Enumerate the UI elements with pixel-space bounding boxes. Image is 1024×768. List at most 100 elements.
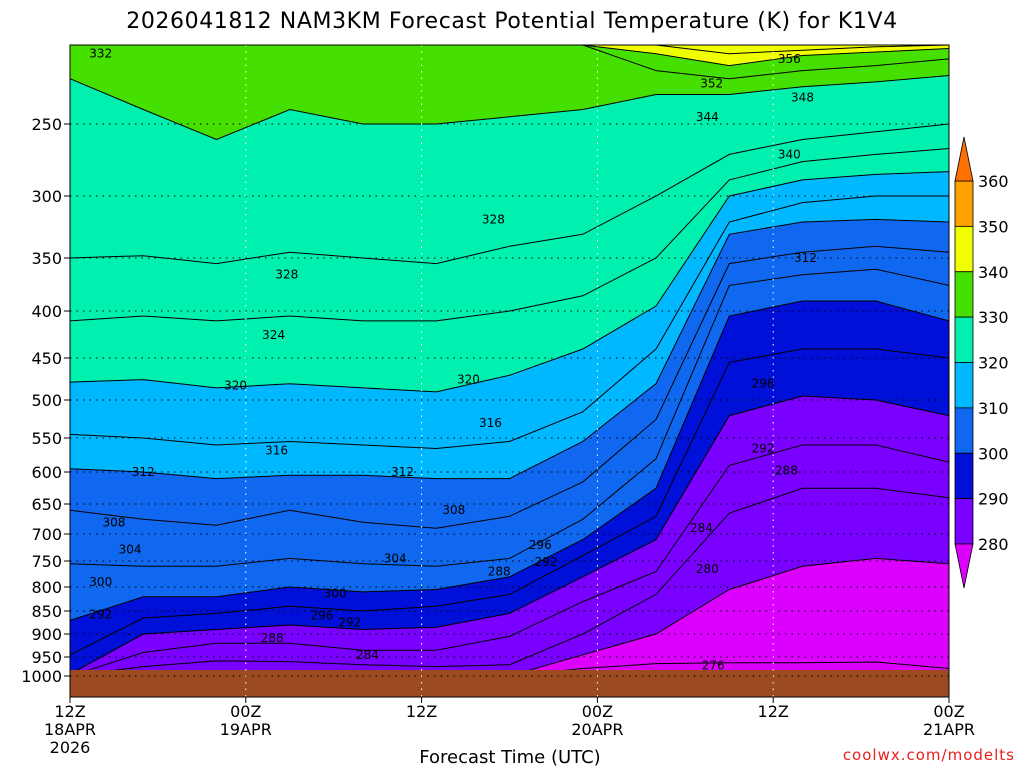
theta-band-344 [70, 45, 949, 54]
theta-band-336 [70, 45, 949, 79]
contour-label: 312 [391, 465, 414, 479]
contour-label: 320 [457, 373, 480, 387]
isentrope-296 [70, 348, 949, 656]
contour-label: 356 [778, 52, 801, 66]
isentrope-324 [70, 148, 949, 322]
colorbar-segment [954, 452, 974, 500]
contour-label: 284 [690, 521, 713, 535]
contour-label: 296 [751, 377, 774, 391]
terrain-band [70, 670, 949, 697]
colorbar-label: 310 [978, 399, 1009, 418]
isentrope-312 [70, 218, 949, 480]
y-tick-label: 850 [31, 602, 62, 621]
colorbar-segment [954, 407, 974, 454]
isentrope-344 [70, 45, 949, 55]
x-tick-label: 12Z [406, 702, 437, 721]
colorbar-label: 290 [978, 490, 1009, 509]
colorbar-label: 360 [978, 172, 1009, 191]
colorbar: 280 290 300 310 320 330 340 350 360 [954, 136, 1009, 589]
theta-filled-bands [70, 45, 949, 697]
theta-band-308 [70, 219, 949, 529]
x-tick-label: 18APR [44, 720, 96, 739]
contour-label: 292 [535, 555, 558, 569]
contour-label: 280 [696, 562, 719, 576]
theta-band-292 [70, 349, 949, 675]
colorbar-label: 320 [978, 354, 1009, 373]
contour-label: 288 [488, 565, 511, 579]
x-axis-label: Forecast Time (UTC) [419, 747, 600, 768]
colorbar-segment [954, 225, 974, 273]
colorbar-label: 330 [978, 308, 1009, 327]
colorbar-segment [954, 362, 974, 409]
contour-label: 296 [311, 609, 334, 623]
isentrope-292 [70, 395, 949, 675]
isentrope-336 [70, 45, 949, 80]
isentrope-320 [70, 171, 949, 393]
contour-label: 292 [338, 616, 361, 630]
isentrope-288 [70, 444, 949, 677]
colorbar-segment [954, 316, 974, 363]
colorbar-label: 340 [978, 263, 1009, 282]
theta-band-332 [70, 45, 949, 140]
theta-band-296 [70, 300, 949, 655]
contour-label: 324 [262, 328, 285, 342]
theta-band-276 [70, 558, 949, 676]
isentrope-316 [70, 195, 949, 450]
contour-label: 316 [479, 416, 502, 430]
colorbar-lower-extend [954, 543, 974, 589]
isentrope-340 [70, 45, 949, 67]
x-tick-label: 20APR [571, 720, 623, 739]
colorbar-label: 350 [978, 217, 1009, 236]
contour-label: 320 [224, 378, 247, 392]
theta-band-328 [70, 75, 949, 264]
y-tick-label: 1000 [21, 667, 62, 686]
theta-band-312 [70, 196, 949, 479]
y-tick-label: 250 [31, 115, 62, 134]
contour-label: 300 [89, 575, 112, 589]
contour-label: 296 [529, 538, 552, 552]
y-tick-label: 400 [31, 302, 62, 321]
grid-lines [70, 45, 949, 697]
x-tick-label: 00Z [582, 702, 613, 721]
colorbar-upper-extend [954, 136, 974, 182]
theta-band-316 [70, 171, 949, 449]
contour-label: 312 [132, 465, 155, 479]
isentrope-328 [70, 123, 949, 265]
theta-band-288 [70, 395, 949, 676]
isentrope-304 [70, 268, 949, 567]
y-tick-label: 950 [31, 648, 62, 667]
credit-text: coolwx.com/modelts [843, 746, 1015, 764]
theta-band-340 [70, 45, 949, 66]
theta-band-300 [70, 269, 949, 621]
colorbar-segment [954, 180, 974, 227]
isentrope-300 [70, 300, 949, 621]
contour-label: 332 [89, 47, 112, 61]
contour-label: 328 [275, 268, 298, 282]
x-tick-label: 00Z [933, 702, 964, 721]
theta-band-280 [70, 488, 949, 676]
y-tick-label: 300 [31, 187, 62, 206]
y-tick-label: 350 [31, 249, 62, 268]
theta-band-304 [70, 246, 949, 567]
contour-label: 344 [696, 110, 719, 124]
contour-label: 288 [261, 631, 284, 645]
isentrope-332 [70, 75, 949, 141]
contour-label: 352 [700, 77, 723, 91]
theta-band-324 [70, 124, 949, 321]
y-tick-label: 700 [31, 525, 62, 544]
y-tick-label: 600 [31, 463, 62, 482]
x-tick-label: 19APR [220, 720, 272, 739]
contour-label: 292 [751, 442, 774, 456]
contour-label: 304 [384, 551, 407, 565]
y-tick-label: 500 [31, 391, 62, 410]
colorbar-segment [954, 271, 974, 318]
contour-label: 308 [102, 515, 125, 529]
isentrope-284 [70, 487, 949, 677]
colorbar-label: 300 [978, 444, 1009, 463]
x-tick-label: 12Z [54, 702, 85, 721]
y-tick-label: 750 [31, 552, 62, 571]
theta-band-284 [70, 445, 949, 676]
contour-label: 300 [324, 586, 347, 600]
